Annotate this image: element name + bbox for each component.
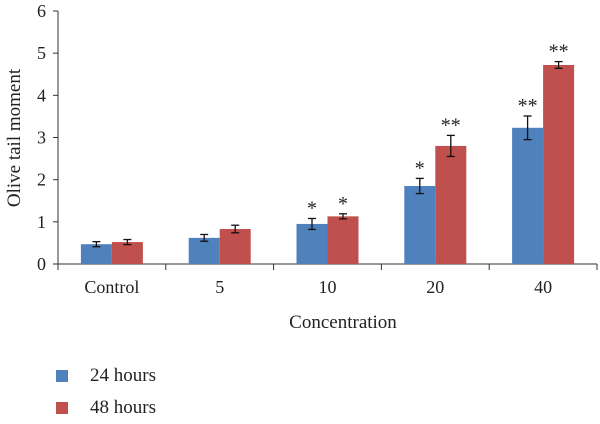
y-tick-label: 5 — [37, 43, 46, 63]
legend-item-48-hours: 48 hours — [56, 392, 156, 424]
bar — [296, 223, 328, 264]
x-tick-label: 10 — [319, 277, 337, 297]
y-tick-label: 2 — [37, 170, 46, 190]
x-tick-label: Control — [84, 277, 139, 297]
bar — [543, 64, 575, 265]
bar — [219, 229, 251, 264]
significance-mark: ** — [441, 114, 461, 136]
bar — [404, 185, 436, 264]
y-axis-label: Olive tail moment — [4, 68, 25, 207]
y-tick-label: 4 — [37, 85, 46, 105]
bar — [435, 145, 467, 264]
significance-mark: ** — [518, 95, 538, 117]
x-tick-label: 40 — [534, 277, 552, 297]
y-tick-label: 3 — [37, 128, 46, 148]
legend-label-24-hours: 24 hours — [90, 365, 156, 386]
significance-mark: * — [338, 193, 348, 215]
x-tick-label: 5 — [215, 277, 224, 297]
bar — [111, 242, 143, 264]
legend-swatch-48-hours — [56, 402, 68, 414]
significance-mark: * — [307, 197, 317, 219]
bar — [512, 127, 544, 264]
x-axis: Control 5 10 20 40 — [57, 263, 598, 297]
legend-swatch-24-hours — [56, 370, 68, 382]
legend: 24 hours 48 hours — [56, 360, 156, 424]
y-tick-label: 1 — [37, 212, 46, 232]
significance-mark: * — [415, 157, 425, 179]
x-axis-label: Concentration — [289, 312, 397, 333]
y-tick-label: 6 — [37, 1, 46, 21]
bar — [327, 216, 359, 264]
bar — [80, 244, 112, 264]
significance-mark: ** — [549, 41, 569, 63]
bar — [188, 237, 220, 264]
legend-item-24-hours: 24 hours — [56, 360, 156, 392]
legend-label-48-hours: 48 hours — [90, 397, 156, 418]
bars: ********* — [80, 41, 575, 265]
y-tick-label: 0 — [37, 254, 46, 274]
y-axis: 0 1 2 3 4 5 6 — [37, 1, 59, 274]
x-tick-label: 20 — [426, 277, 444, 297]
